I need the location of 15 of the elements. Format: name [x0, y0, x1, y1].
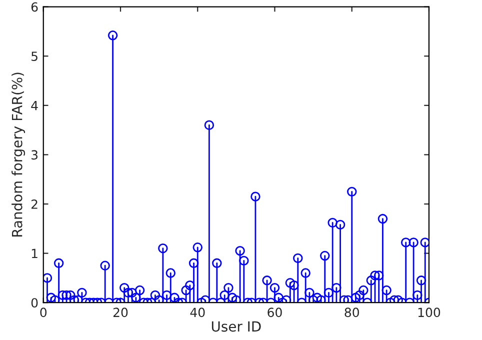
y-tick-label: 5	[32, 52, 38, 62]
x-tick-label: 0	[40, 308, 47, 318]
x-tick-label: 60	[268, 308, 282, 318]
x-tick-label: 20	[113, 308, 128, 318]
x-tick-label: 80	[344, 308, 359, 318]
y-axis-title: Random forgery FAR(%)	[12, 72, 26, 237]
y-tick-label: 3	[32, 150, 38, 160]
x-axis-title: User ID	[212, 321, 261, 332]
y-tick-label: 0	[31, 298, 38, 308]
x-tick-label: 40	[190, 308, 205, 318]
x-tick-label: 100	[418, 308, 440, 318]
y-tick-label: 1	[32, 248, 38, 258]
y-tick-label: 4	[31, 101, 38, 110]
y-tick-label: 6	[31, 2, 38, 12]
y-tick-label: 2	[31, 199, 38, 209]
